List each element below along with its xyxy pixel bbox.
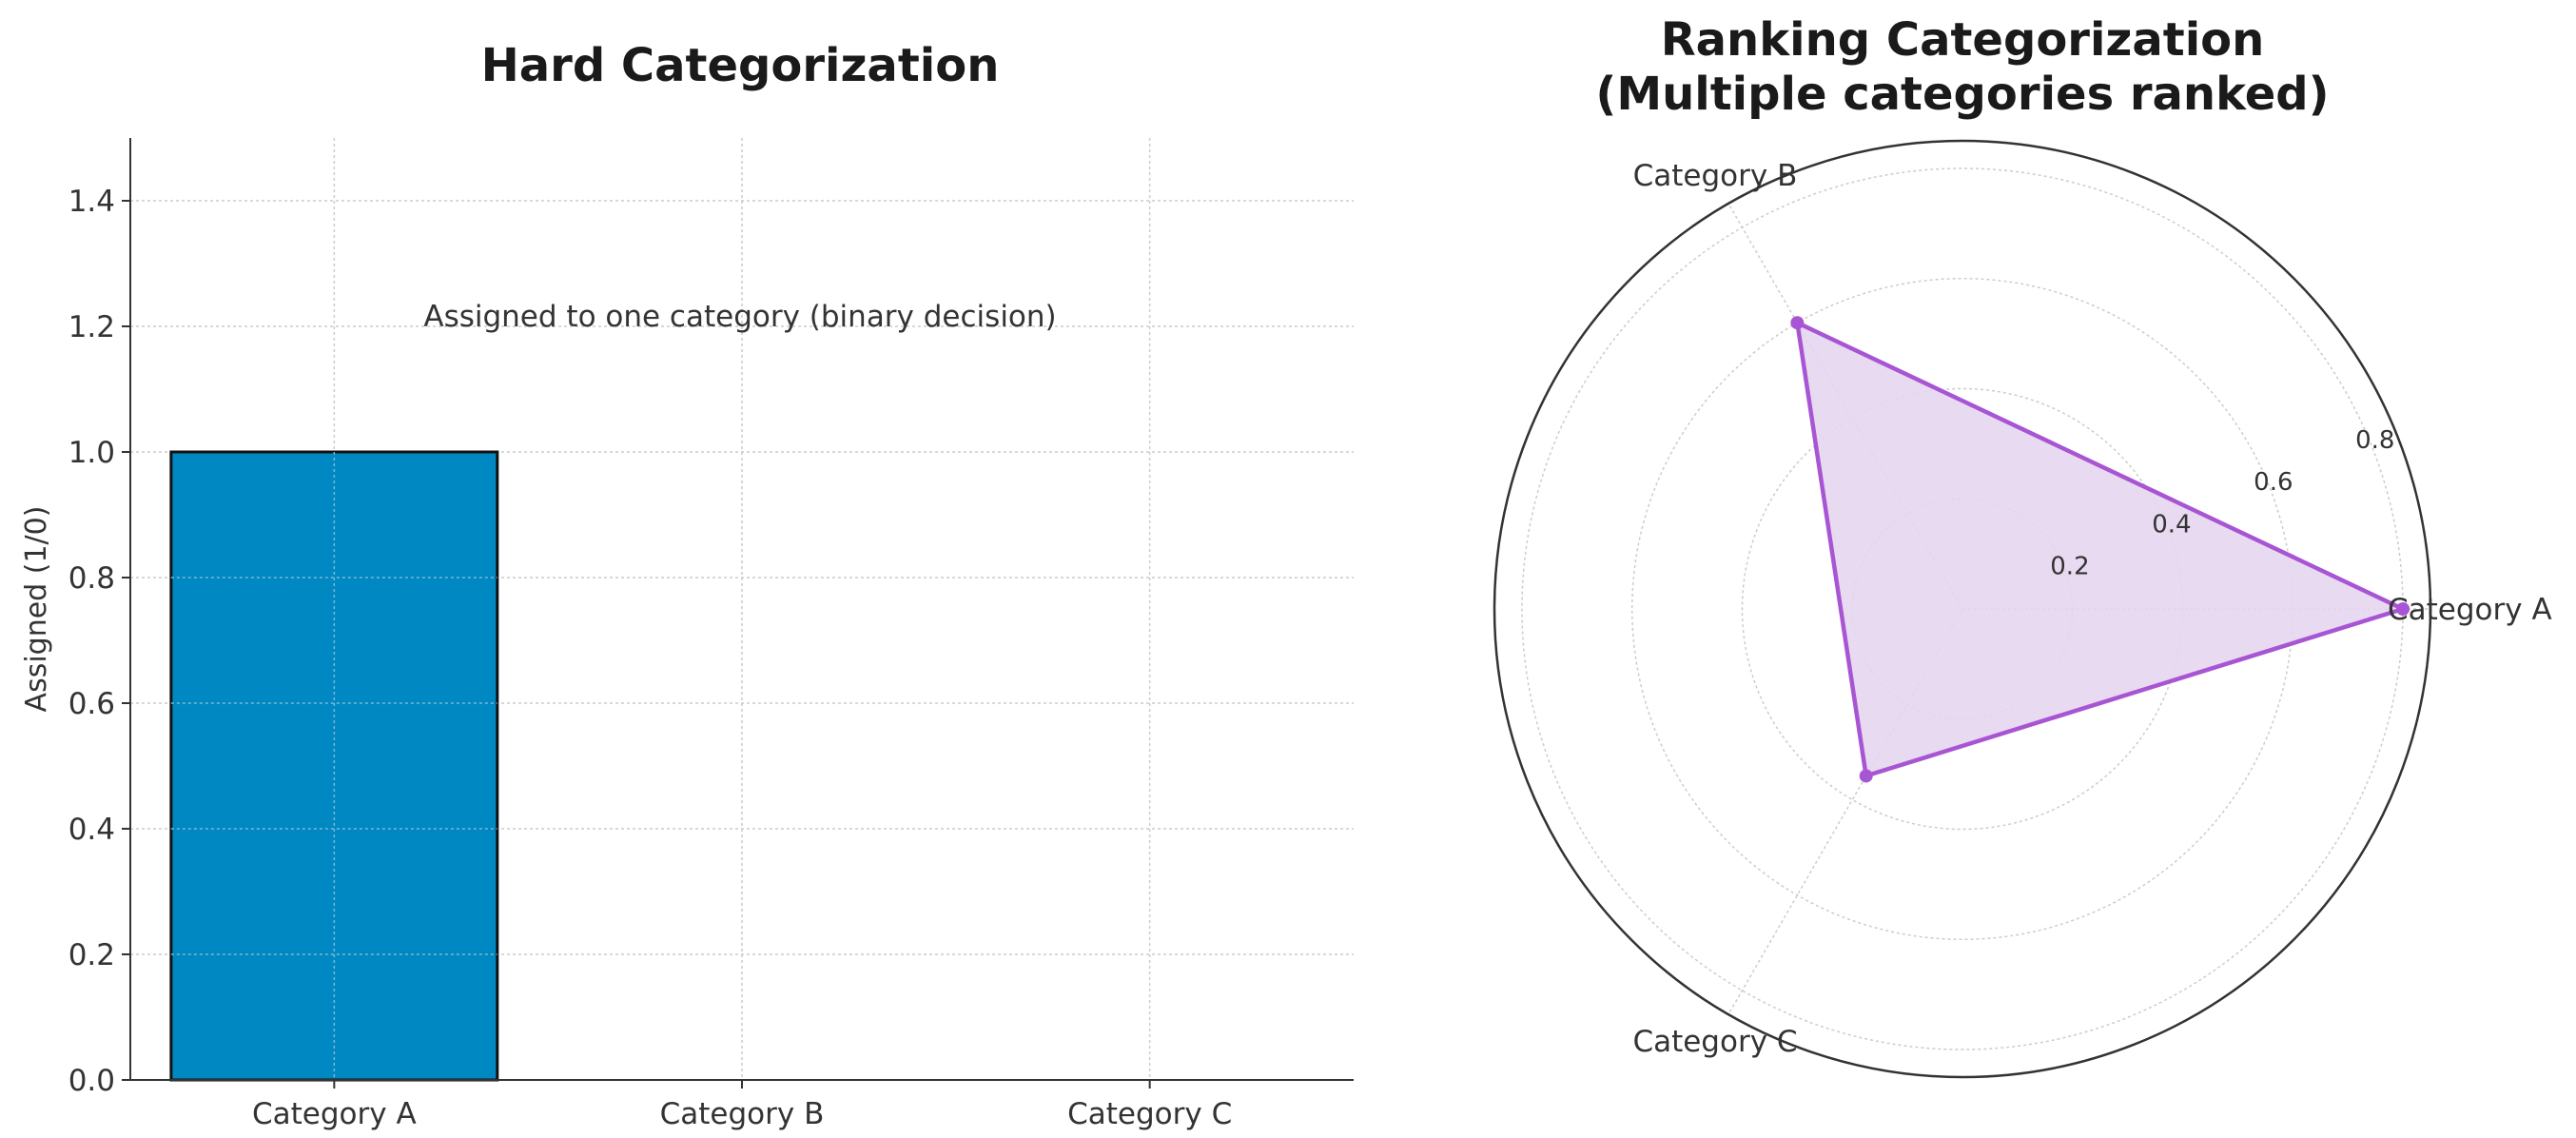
radar-outer-frame	[1493, 139, 2432, 1079]
radar-line	[1795, 320, 2406, 778]
radar-series	[1790, 316, 2410, 783]
radar-r-tick-label: 0.4	[2152, 510, 2191, 539]
bar-x-tick-label: Category C	[1067, 1097, 1232, 1131]
radar-point	[1859, 769, 1873, 783]
bar-y-tick-label: 0.2	[68, 938, 115, 972]
radar-chart: Ranking Categorization (Multiple categor…	[1493, 13, 2552, 1079]
bar-x-ticks: Category A Category B Category C	[252, 1080, 1232, 1131]
bar-y-tick-label: 1.4	[68, 185, 115, 219]
radar-category-labels: Category A Category B Category C	[1632, 159, 2551, 1059]
bar-x-tick-label: Category A	[252, 1097, 417, 1131]
bar-chart-title: Hard Categorization	[481, 39, 1000, 92]
radar-r-tick-label: 0.2	[2050, 553, 2089, 581]
radar-category-label: Category B	[1633, 159, 1798, 193]
bar-y-tick-label: 0.0	[68, 1064, 115, 1098]
radar-category-label: Category C	[1632, 1025, 1797, 1059]
bar-y-tick-label: 1.0	[68, 436, 115, 470]
bar-chart: Hard Categorization 0.0 0.2 0.4 0.6 0.8 1.0 1.…	[20, 39, 1354, 1131]
bar-x-tick-label: Category B	[660, 1097, 825, 1131]
bar-bars	[169, 450, 499, 1082]
bar-y-axis-label: Assigned (1/0)	[20, 506, 53, 713]
bar-annotation: Assigned to one category (binary decisio…	[423, 300, 1056, 334]
bar-y-tick-label: 1.2	[68, 310, 115, 344]
bar-y-tick-label: 0.6	[68, 687, 115, 721]
radar-chart-title-line-2: (Multiple categories ranked)	[1595, 68, 2329, 121]
radar-point	[1790, 316, 1805, 330]
radar-r-tick-label: 0.6	[2254, 468, 2293, 497]
radar-spoke	[1727, 608, 1963, 1015]
radar-area	[1797, 323, 2404, 776]
radar-r-tick-label: 0.8	[2355, 426, 2394, 455]
bar-y-ticks: 0.0 0.2 0.4 0.6 0.8 1.0 1.2 1.4	[68, 185, 130, 1098]
radar-chart-title-line-1: Ranking Categorization	[1661, 13, 2265, 67]
radar-point	[2396, 602, 2410, 616]
radar-r-ticks: 0.2 0.4 0.6 0.8	[2050, 426, 2394, 581]
radar-category-label: Category A	[2388, 593, 2552, 627]
bar-y-tick-label: 0.8	[68, 561, 115, 596]
bar-y-tick-label: 0.4	[68, 813, 115, 847]
